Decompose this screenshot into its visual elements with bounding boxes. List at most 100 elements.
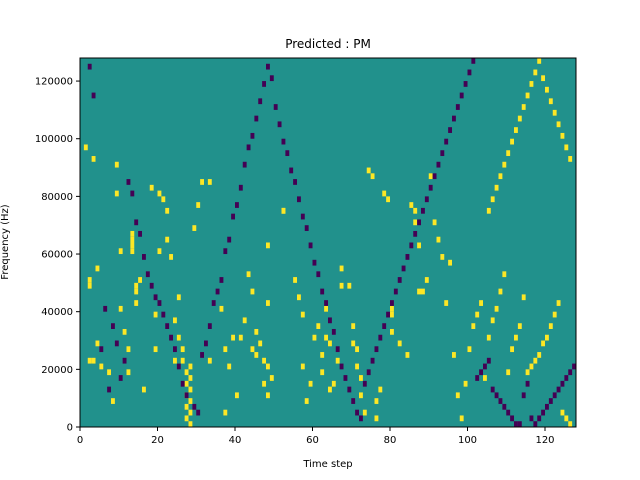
high-cell-138 xyxy=(475,311,480,318)
high-cell-116 xyxy=(390,328,394,335)
high-cell-115 xyxy=(390,311,394,318)
high-cell-11 xyxy=(114,161,119,168)
high-cell-42 xyxy=(184,369,189,376)
high-cell-43 xyxy=(184,380,189,387)
low-cell-44 xyxy=(266,63,270,70)
low-cell-70 xyxy=(366,369,371,376)
high-cell-64 xyxy=(238,334,243,341)
low-cell-84 xyxy=(421,207,425,214)
high-cell-125 xyxy=(424,277,429,283)
high-cell-10 xyxy=(111,398,115,404)
high-cell-174 xyxy=(529,81,534,87)
low-cell-1 xyxy=(91,92,96,99)
high-cell-92 xyxy=(324,334,329,341)
low-cell-59 xyxy=(324,300,329,306)
low-cell-117 xyxy=(548,398,553,404)
high-cell-101 xyxy=(351,340,356,347)
y-tick-label-0: 0 xyxy=(67,423,73,434)
high-cell-13 xyxy=(118,248,123,255)
low-cell-107 xyxy=(510,415,515,422)
high-cell-104 xyxy=(359,375,363,381)
high-cell-73 xyxy=(262,380,267,387)
low-cell-120 xyxy=(560,380,565,387)
high-cell-16 xyxy=(126,346,131,353)
high-cell-105 xyxy=(359,392,363,399)
low-cell-113 xyxy=(533,421,538,427)
high-cell-113 xyxy=(386,196,391,203)
high-cell-57 xyxy=(207,357,212,364)
high-cell-91 xyxy=(324,305,329,312)
high-cell-59 xyxy=(223,346,228,353)
high-cell-2 xyxy=(95,265,100,272)
low-cell-112 xyxy=(529,415,534,422)
high-cell-0 xyxy=(83,144,88,151)
high-cell-47 xyxy=(188,363,193,370)
high-cell-9 xyxy=(107,369,112,376)
low-cell-56 xyxy=(312,259,317,266)
high-cell-31 xyxy=(157,248,162,255)
high-cell-129 xyxy=(440,254,445,260)
high-cell-180 xyxy=(552,109,557,116)
high-cell-7 xyxy=(87,357,92,364)
high-cell-177 xyxy=(541,75,546,82)
high-cell-165 xyxy=(494,184,499,191)
low-cell-101 xyxy=(486,357,491,364)
high-cell-159 xyxy=(556,300,561,306)
low-cell-52 xyxy=(297,196,301,203)
high-cell-46 xyxy=(184,415,189,422)
low-cell-6 xyxy=(114,340,119,347)
low-cell-41 xyxy=(254,115,259,122)
plot-area xyxy=(79,57,577,428)
high-cell-173 xyxy=(525,92,530,99)
low-cell-122 xyxy=(568,369,573,376)
high-cell-182 xyxy=(560,132,565,139)
low-cell-34 xyxy=(227,236,232,243)
low-cell-14 xyxy=(145,271,150,278)
low-cell-97 xyxy=(471,58,476,64)
plot-frame xyxy=(79,57,577,428)
low-cell-119 xyxy=(556,386,561,393)
high-cell-179 xyxy=(548,98,553,105)
low-cell-93 xyxy=(455,104,460,110)
high-cell-22 xyxy=(134,282,139,289)
low-cell-26 xyxy=(196,409,201,416)
x-tick-label-2: 40 xyxy=(229,435,242,446)
low-cell-114 xyxy=(537,415,542,422)
low-cell-105 xyxy=(502,403,507,410)
high-cell-141 xyxy=(486,334,491,341)
high-cell-32 xyxy=(161,196,166,203)
low-cell-8 xyxy=(122,357,127,364)
low-cell-50 xyxy=(289,167,294,174)
low-cell-42 xyxy=(258,98,263,105)
high-cell-124 xyxy=(421,288,425,295)
high-cell-108 xyxy=(370,173,375,180)
high-cell-29 xyxy=(153,346,158,353)
low-cell-39 xyxy=(246,144,251,151)
high-cell-28 xyxy=(153,311,158,318)
low-cell-17 xyxy=(157,300,162,306)
low-cell-60 xyxy=(328,317,332,324)
high-cell-128 xyxy=(436,236,441,243)
high-cell-38 xyxy=(176,294,181,301)
low-cell-91 xyxy=(448,127,453,133)
y-tick-label-1: 20000 xyxy=(41,365,73,376)
high-cell-145 xyxy=(502,271,507,278)
high-cell-119 xyxy=(409,202,414,208)
high-cell-132 xyxy=(452,352,456,358)
high-cell-26 xyxy=(142,386,146,393)
high-cell-18 xyxy=(130,230,135,237)
low-cell-89 xyxy=(440,150,445,157)
high-cell-81 xyxy=(293,277,298,283)
low-cell-65 xyxy=(347,386,352,393)
high-cell-54 xyxy=(196,202,201,208)
low-cell-3 xyxy=(103,305,108,312)
low-cell-79 xyxy=(401,265,406,272)
low-cell-94 xyxy=(459,92,464,99)
high-cell-49 xyxy=(188,386,193,393)
high-cell-45 xyxy=(184,403,189,410)
low-cell-33 xyxy=(223,248,228,255)
low-cell-47 xyxy=(277,121,282,128)
low-cell-7 xyxy=(118,375,123,381)
low-cell-36 xyxy=(235,202,239,208)
